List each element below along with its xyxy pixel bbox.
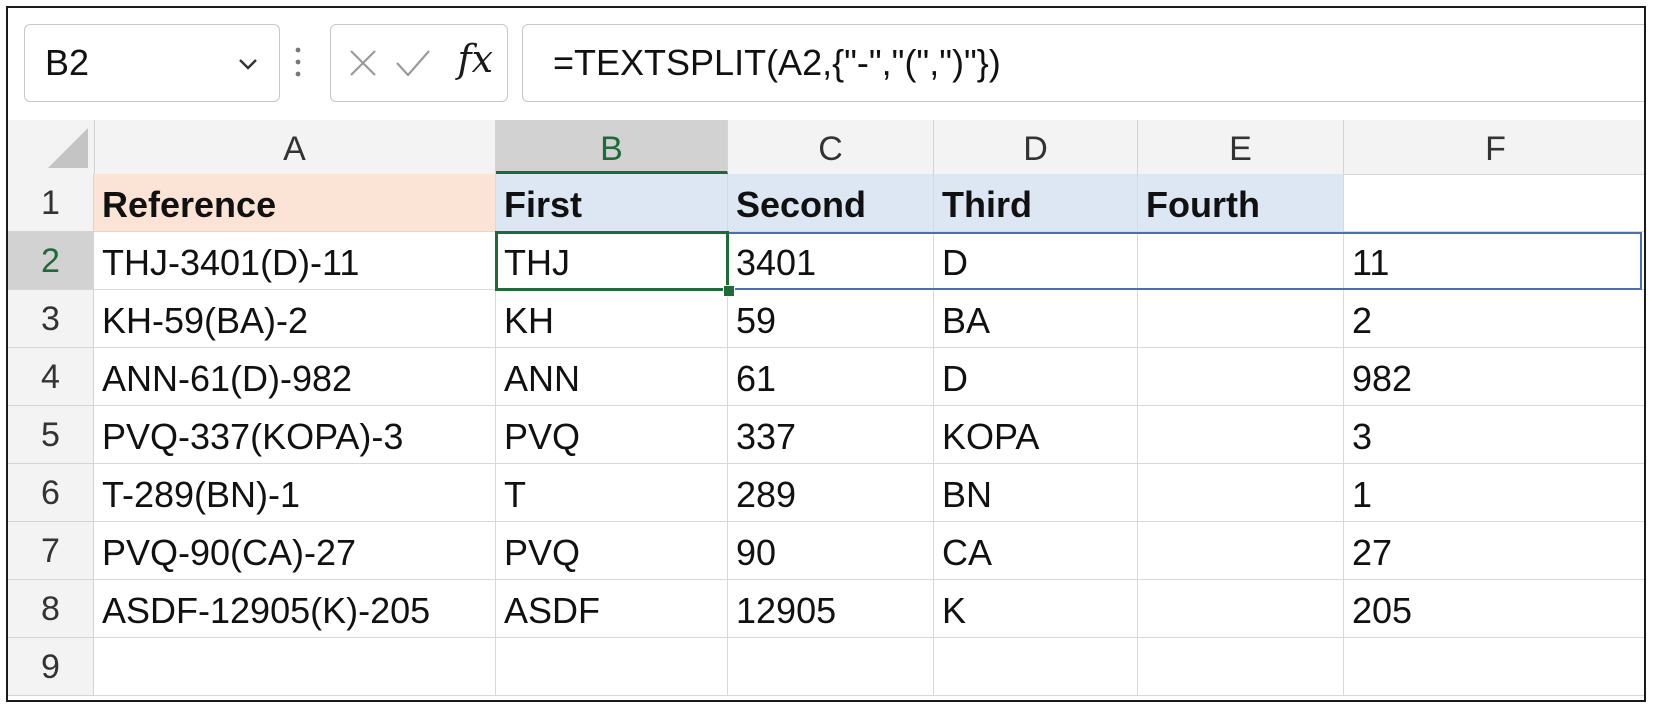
cell-d5[interactable]: KOPA <box>934 406 1138 464</box>
cell-f3[interactable]: 2 <box>1344 290 1644 348</box>
cell-f2[interactable]: 11 <box>1344 232 1644 290</box>
cell-c9[interactable] <box>728 638 934 696</box>
column-header-e[interactable]: E <box>1138 120 1344 174</box>
column-header-a[interactable]: A <box>94 120 496 174</box>
cell-e9[interactable] <box>1138 638 1344 696</box>
row-header-1[interactable]: 1 <box>8 174 94 232</box>
row-header-2[interactable]: 2 <box>8 232 94 290</box>
cell-a4[interactable]: ANN-61(D)-982 <box>94 348 496 406</box>
cell-e7[interactable] <box>1138 522 1344 580</box>
row-header-5[interactable]: 5 <box>8 406 94 464</box>
cell-b8[interactable]: ASDF <box>496 580 728 638</box>
more-options-icon[interactable] <box>294 44 302 84</box>
cell-e5[interactable] <box>1138 406 1344 464</box>
excel-window: B2 fx =TEXTSPLIT(A2,{"-","(",")"}) <box>6 6 1646 702</box>
cell-b2[interactable]: THJ <box>496 232 728 290</box>
column-header-b[interactable]: B <box>496 120 728 174</box>
formula-text: =TEXTSPLIT(A2,{"-","(",")"}) <box>553 42 1001 83</box>
cell-e6[interactable] <box>1138 464 1344 522</box>
cell-a1[interactable]: Reference <box>94 174 496 232</box>
name-box[interactable]: B2 <box>24 24 280 102</box>
select-all-button[interactable] <box>8 120 95 174</box>
cell-c4[interactable]: 61 <box>728 348 934 406</box>
cell-a9[interactable] <box>94 638 496 696</box>
row-header-6[interactable]: 6 <box>8 464 94 522</box>
row-header-8[interactable]: 8 <box>8 580 94 638</box>
cell-d1[interactable]: Third <box>934 174 1138 232</box>
select-all-icon <box>48 128 88 168</box>
cell-f5[interactable]: 3 <box>1344 406 1644 464</box>
chevron-down-icon[interactable] <box>235 51 261 77</box>
cell-b4[interactable]: ANN <box>496 348 728 406</box>
fill-handle[interactable] <box>723 285 735 297</box>
cell-d2[interactable]: D <box>934 232 1138 290</box>
checkmark-icon[interactable] <box>393 45 433 81</box>
formula-controls: fx <box>330 24 508 102</box>
cell-b6[interactable]: T <box>496 464 728 522</box>
cell-c3[interactable]: 59 <box>728 290 934 348</box>
cell-b1[interactable]: First <box>496 174 728 232</box>
cell-b9[interactable] <box>496 638 728 696</box>
name-box-value: B2 <box>45 42 90 83</box>
cell-c2[interactable]: 3401 <box>728 232 934 290</box>
row-header-3[interactable]: 3 <box>8 290 94 348</box>
cell-e3[interactable] <box>1138 290 1344 348</box>
insert-function-button[interactable]: fx <box>457 37 494 81</box>
cell-e2[interactable] <box>1138 232 1344 290</box>
cell-c1[interactable]: Second <box>728 174 934 232</box>
row-header-7[interactable]: 7 <box>8 522 94 580</box>
column-header-c[interactable]: C <box>728 120 934 174</box>
column-header-d[interactable]: D <box>934 120 1138 174</box>
cell-d9[interactable] <box>934 638 1138 696</box>
cell-f8[interactable]: 205 <box>1344 580 1644 638</box>
cell-d8[interactable]: K <box>934 580 1138 638</box>
cell-c8[interactable]: 12905 <box>728 580 934 638</box>
cell-a5[interactable]: PVQ-337(KOPA)-3 <box>94 406 496 464</box>
cell-a6[interactable]: T-289(BN)-1 <box>94 464 496 522</box>
column-header-f[interactable]: F <box>1344 120 1644 174</box>
cell-e1[interactable]: Fourth <box>1138 174 1344 232</box>
cell-e8[interactable] <box>1138 580 1344 638</box>
cell-f9[interactable] <box>1344 638 1644 696</box>
cell-f4[interactable]: 982 <box>1344 348 1644 406</box>
formula-input[interactable]: =TEXTSPLIT(A2,{"-","(",")"}) <box>522 24 1644 102</box>
cell-b5[interactable]: PVQ <box>496 406 728 464</box>
cell-f1[interactable] <box>1344 174 1644 232</box>
cell-a2[interactable]: THJ-3401(D)-11 <box>94 232 496 290</box>
cell-f7[interactable]: 27 <box>1344 522 1644 580</box>
close-icon[interactable] <box>345 45 381 81</box>
cell-d4[interactable]: D <box>934 348 1138 406</box>
cell-f6[interactable]: 1 <box>1344 464 1644 522</box>
cell-a3[interactable]: KH-59(BA)-2 <box>94 290 496 348</box>
formula-bar: B2 fx =TEXTSPLIT(A2,{"-","(",")"}) <box>8 8 1644 120</box>
cell-a8[interactable]: ASDF-12905(K)-205 <box>94 580 496 638</box>
cell-c7[interactable]: 90 <box>728 522 934 580</box>
cell-b7[interactable]: PVQ <box>496 522 728 580</box>
row-header-4[interactable]: 4 <box>8 348 94 406</box>
row-header-9[interactable]: 9 <box>8 638 94 696</box>
cell-c5[interactable]: 337 <box>728 406 934 464</box>
cell-d7[interactable]: CA <box>934 522 1138 580</box>
cell-d3[interactable]: BA <box>934 290 1138 348</box>
cell-e4[interactable] <box>1138 348 1344 406</box>
cell-b3[interactable]: KH <box>496 290 728 348</box>
cell-d6[interactable]: BN <box>934 464 1138 522</box>
cell-c6[interactable]: 289 <box>728 464 934 522</box>
cell-a7[interactable]: PVQ-90(CA)-27 <box>94 522 496 580</box>
